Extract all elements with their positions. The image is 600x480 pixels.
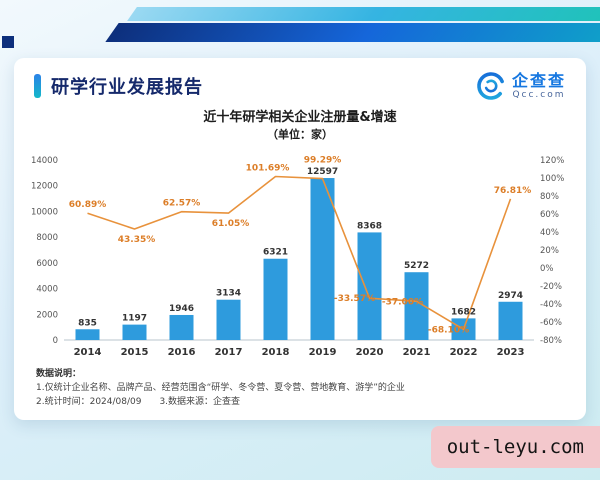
- y-axis-left: 0 2000 4000 6000 8000 10000 12000 14000: [31, 156, 58, 346]
- y-axis-right-tick: 20%: [540, 246, 559, 256]
- card-header: 研学行业发展报告 企查查 Qcc.com: [14, 58, 586, 101]
- watermark: out-leyu.com: [430, 426, 600, 468]
- y-axis-right-tick: -80%: [540, 336, 562, 346]
- x-axis-label: 2023: [497, 347, 525, 358]
- header-decoration: [0, 0, 600, 56]
- bar-2020: [357, 232, 382, 340]
- growth-rate-labels: 60.89% 43.35% 62.57% 61.05% 101.69% 99.29% -33…: [69, 156, 532, 336]
- growth-rate-line: [87, 175, 512, 331]
- chart-unit-label: （单位：家）: [267, 128, 333, 141]
- qcc-logo-icon: [477, 72, 505, 100]
- x-axis-label: 2022: [450, 347, 478, 358]
- y-axis-right-tick: 80%: [540, 192, 559, 202]
- y-axis-left-tick: 0: [53, 336, 58, 346]
- y-axis-right-tick: 0%: [540, 264, 554, 274]
- y-axis-left-tick: 12000: [31, 182, 58, 192]
- x-axis-label: 2018: [262, 347, 290, 358]
- growth-rate-label: 99.29%: [304, 156, 342, 166]
- bar-2015: [122, 324, 147, 340]
- bar-2017: [216, 299, 241, 340]
- bar-value-label: 6321: [263, 248, 288, 258]
- growth-rate-label: 43.35%: [118, 235, 156, 245]
- y-axis-left-tick: 8000: [36, 233, 58, 243]
- qcc-logo: 企查查 Qcc.com: [476, 71, 566, 101]
- title-accent-bar: [34, 74, 41, 98]
- bar-value-label: 835: [78, 318, 97, 328]
- x-axis-label: 2016: [168, 347, 196, 358]
- bar-2019: [310, 178, 335, 340]
- notes-heading: 数据说明：: [36, 369, 82, 379]
- bar-line-chart: 0 2000 4000 6000 8000 10000 12000 14000 -80% -60%…: [31, 156, 564, 358]
- y-axis-left-tick: 2000: [36, 310, 58, 320]
- qcc-logo-name: 企查查: [511, 70, 566, 90]
- growth-rate-label: 76.81%: [494, 186, 532, 196]
- bar-value-label: 8368: [357, 221, 382, 231]
- report-card: 研学行业发展报告 企查查 Qcc.com 近十年研学相关企业注册量&增: [14, 58, 586, 420]
- growth-rate-label: -33.57%: [334, 294, 375, 304]
- bar-2023: [498, 301, 523, 340]
- notes-line-2: 2.统计时间：2024/08/09 3.数据来源：企查查: [36, 396, 241, 407]
- qcc-logo-text: 企查查 Qcc.com: [511, 70, 566, 101]
- y-axis-left-tick: 14000: [31, 156, 58, 166]
- growth-rate-label: 101.69%: [246, 163, 290, 173]
- x-axis-label: 2021: [403, 347, 431, 358]
- y-axis-left-tick: 4000: [36, 285, 58, 295]
- y-axis-right-tick: 120%: [540, 156, 564, 166]
- x-axis-label: 2014: [74, 347, 102, 358]
- bar-value-label: 1197: [122, 314, 147, 324]
- y-axis-right-tick: 40%: [540, 228, 559, 238]
- bar-value-label: 1682: [451, 307, 476, 317]
- report-title: 研学行业发展报告: [51, 77, 203, 98]
- bar-value-label: 3134: [216, 289, 241, 299]
- notes-line-1: 1.仅统计企业名称、品牌产品、经营范围含“研学、冬令营、夏令营、营地教育、游学”…: [36, 382, 405, 393]
- bar-value-labels: 835 1197 1946 3134 6321 12597 8368 5272 1682 2974: [78, 167, 523, 328]
- decoration-square: [2, 36, 14, 48]
- growth-rate-label: -68.10%: [428, 325, 469, 335]
- bars: [75, 178, 523, 340]
- y-axis-left-tick: 10000: [31, 207, 58, 217]
- growth-rate-label: 62.57%: [163, 199, 201, 209]
- x-axis-label: 2015: [121, 347, 149, 358]
- decoration-stripe-dark: [105, 23, 600, 42]
- chart-title: 近十年研学相关企业注册量&增速: [203, 110, 397, 125]
- bar-value-label: 12597: [307, 167, 338, 177]
- data-notes: 数据说明： 1.仅统计企业名称、品牌产品、经营范围含“研学、冬令营、夏令营、营地…: [14, 366, 586, 410]
- y-axis-right-tick: -60%: [540, 318, 562, 328]
- bar-value-label: 1946: [169, 304, 194, 314]
- x-axis-label: 2017: [215, 347, 243, 358]
- x-axis-label: 2019: [309, 347, 337, 358]
- y-axis-left-tick: 6000: [36, 259, 58, 269]
- bar-value-label: 5272: [404, 261, 429, 271]
- growth-rate-label: 60.89%: [69, 200, 107, 210]
- x-axis: 2014 2015 2016 2017 2018 2019 2020 2021 2022 2023: [64, 339, 534, 358]
- qcc-logo-domain: Qcc.com: [512, 90, 566, 101]
- y-axis-right-tick: 100%: [540, 174, 564, 184]
- y-axis-right: -80% -60% -40% -20% 0% 20% 40% 60% 80% 100% 120%: [540, 156, 564, 346]
- bar-2014: [75, 329, 100, 340]
- growth-rate-label: 61.05%: [212, 219, 250, 229]
- decoration-stripe-light: [127, 7, 600, 21]
- growth-rate-label: -37.00%: [382, 297, 423, 307]
- bar-2016: [169, 314, 194, 340]
- bar-value-label: 2974: [498, 291, 523, 301]
- x-axis-label: 2020: [356, 347, 384, 358]
- y-axis-right-tick: -20%: [540, 282, 562, 292]
- bar-2018: [263, 258, 288, 340]
- y-axis-right-tick: -40%: [540, 300, 562, 310]
- y-axis-right-tick: 60%: [540, 210, 559, 220]
